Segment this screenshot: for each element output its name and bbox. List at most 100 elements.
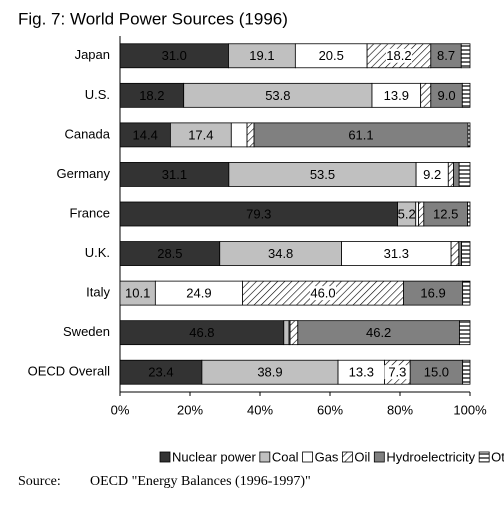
bar-segment [183, 82, 373, 108]
label-bg [310, 286, 336, 301]
value-label: 8.7 [437, 48, 455, 63]
legend-swatch [302, 451, 313, 463]
x-tick-label: 0% [111, 402, 130, 417]
legend-swatch [373, 451, 385, 463]
value-label: 23.4 [148, 365, 173, 380]
legend-label: Nuclear power [172, 449, 256, 464]
value-label: 7.3 [388, 365, 406, 380]
bar-segment [119, 162, 230, 187]
value-label: 5.2 [398, 206, 416, 221]
category-label: U.K. [85, 245, 110, 260]
bar-segment [119, 241, 221, 266]
bar-segment [119, 43, 229, 69]
source-text: OECD "Energy Balances (1996-1997)" [90, 474, 311, 489]
bar-segment [430, 82, 463, 108]
value-label: 46.8 [189, 325, 214, 340]
value-label: 31.1 [162, 167, 187, 182]
value-label: 61.1 [348, 127, 373, 142]
bar-segment [253, 122, 469, 148]
label-bg [385, 48, 412, 63]
bar-segment [201, 359, 339, 385]
value-label: 20.5 [319, 48, 344, 63]
bar-segment [467, 201, 471, 227]
bar-segment [219, 241, 342, 266]
category-label: France [70, 205, 110, 220]
bar-segment [461, 241, 471, 266]
bar-segment [228, 162, 417, 187]
value-label: 46.2 [366, 325, 391, 340]
value-label: 13.3 [349, 365, 374, 380]
bar-segment [289, 320, 299, 346]
label-bg [384, 365, 411, 380]
value-label: 13.9 [384, 88, 409, 103]
bar-segment [230, 122, 248, 148]
value-label: 34.8 [268, 246, 293, 261]
legend-label: Other [491, 449, 504, 464]
bar-segment [119, 320, 285, 346]
bar-segment [458, 162, 471, 187]
bar-segment [418, 201, 425, 227]
bar-segment [409, 359, 464, 385]
bar-segment [462, 359, 471, 385]
bar-segment [228, 43, 296, 69]
bar-segment [423, 201, 468, 227]
value-label: 24.9 [186, 286, 211, 301]
category-label: Canada [64, 126, 110, 141]
bar-segment [467, 122, 471, 148]
value-label: 28.5 [157, 246, 182, 261]
category-label: U.S. [85, 87, 110, 102]
value-label: 12.5 [433, 206, 458, 221]
x-tick-label: 60% [317, 402, 343, 417]
legend-label: Oil [354, 449, 370, 464]
x-tick-label: 80% [387, 402, 413, 417]
source-label: Source: [18, 474, 61, 489]
chart-title: Fig. 7: World Power Sources (1996) [18, 9, 288, 28]
category-label: Germany [57, 166, 111, 181]
x-tick-label: 20% [177, 402, 203, 417]
category-label: Italy [86, 285, 110, 300]
value-label: 79.3 [246, 206, 271, 221]
bar-segment [246, 122, 255, 148]
bar-segment [119, 201, 398, 227]
value-label: 16.9 [420, 286, 445, 301]
bar-segment [461, 82, 471, 108]
legend-label: Coal [272, 449, 299, 464]
value-label: 18.2 [139, 88, 164, 103]
bar-segment [169, 122, 232, 148]
category-label: Japan [75, 47, 110, 62]
bar-segment [283, 320, 290, 346]
value-label: 18.2 [386, 48, 411, 63]
legend-swatch [478, 451, 490, 463]
legend-label: Hydroelectricity [386, 449, 475, 464]
bar-segment [450, 241, 460, 266]
category-label: Sweden [63, 324, 110, 339]
bar-segment [403, 280, 464, 306]
bar-segment [341, 241, 452, 266]
value-label: 19.1 [249, 48, 274, 63]
value-label: 46.0 [310, 286, 335, 301]
legend-swatch [159, 451, 171, 463]
bar-segment [297, 320, 460, 346]
value-label: 15.0 [424, 365, 449, 380]
category-label: OECD Overall [28, 364, 110, 379]
bar-segment [447, 162, 454, 187]
bar-segment [458, 241, 462, 266]
value-label: 53.8 [265, 88, 290, 103]
value-label: 9.2 [423, 167, 441, 182]
value-label: 9.0 [438, 88, 456, 103]
value-label: 38.9 [257, 365, 282, 380]
legend-swatch [259, 451, 271, 463]
value-label: 53.5 [310, 167, 335, 182]
bar-segment [420, 82, 432, 108]
legend-swatch [342, 451, 353, 463]
legend-label: Gas [315, 449, 339, 464]
bar-segment [415, 162, 449, 187]
bar-segment [453, 162, 460, 187]
x-tick-label: 100% [453, 402, 487, 417]
value-label: 31.0 [162, 48, 187, 63]
value-label: 17.4 [188, 127, 213, 142]
value-label: 14.4 [133, 127, 158, 142]
bar-segment [415, 201, 419, 227]
bar-segment [154, 280, 243, 306]
